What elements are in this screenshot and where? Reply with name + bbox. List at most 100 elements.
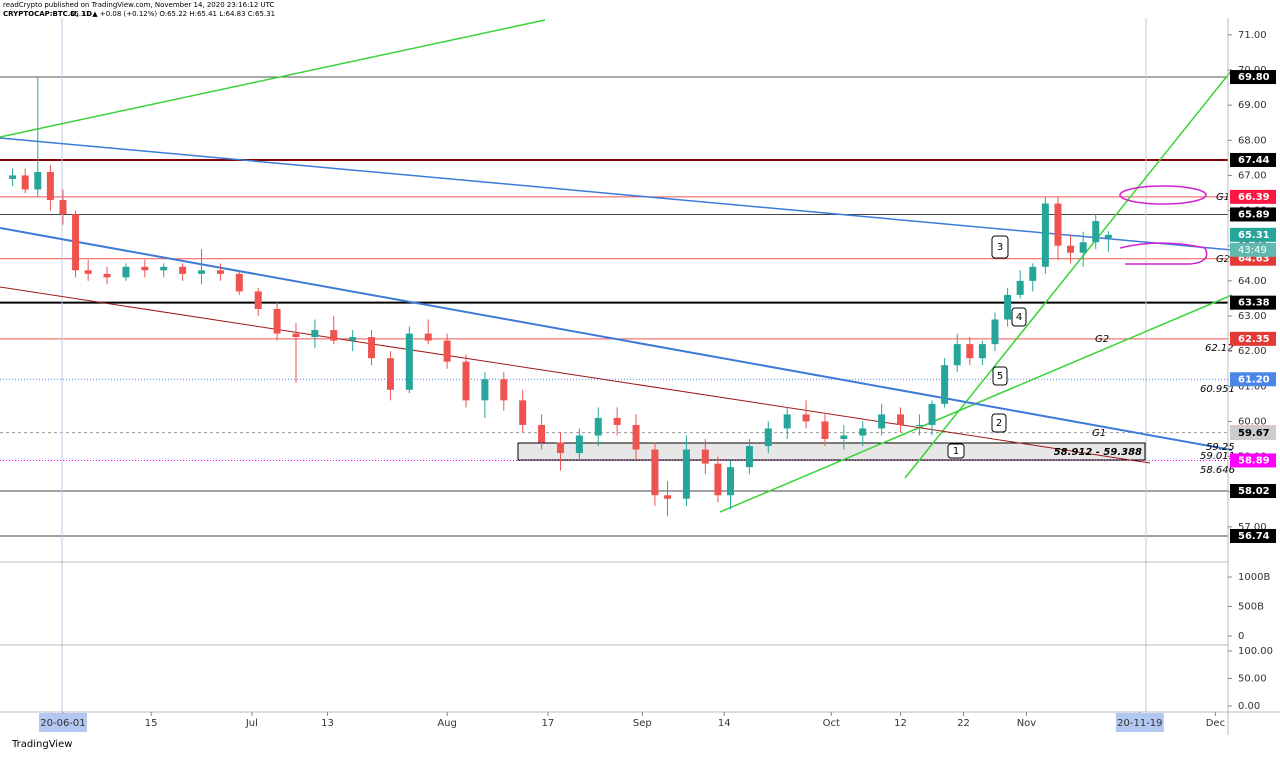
price-label-box [1230, 528, 1276, 543]
price-label-box [1230, 227, 1276, 242]
candle-body [701, 449, 709, 464]
trend-line [0, 227, 1233, 451]
price-label-box [1230, 426, 1276, 441]
x-tick-label: Sep [633, 718, 652, 729]
x-tick-label: 12 [894, 718, 907, 729]
highlight [1119, 242, 1208, 265]
y-tick-label: 63.00 [1238, 311, 1267, 322]
candle-body [745, 446, 753, 468]
candle-body [1016, 280, 1024, 295]
price-label-box [1230, 453, 1276, 468]
candle-body [1004, 294, 1012, 320]
candle-body [556, 442, 564, 454]
price-label-box [1230, 207, 1276, 222]
y-tick-label: 69.00 [1238, 100, 1267, 111]
x-tick-label: 20-06-01 [40, 718, 85, 729]
candle-body [141, 266, 149, 271]
candle-body [821, 421, 829, 440]
y-tick-label: 68.00 [1238, 135, 1267, 146]
wave-box [991, 235, 1009, 259]
candle-body [966, 344, 974, 359]
candle-body [368, 337, 376, 359]
price-label: 61.20 [1238, 374, 1270, 385]
y-tick-label: 64.00 [1238, 276, 1267, 287]
trend-line [0, 286, 1151, 464]
candle-body [21, 175, 29, 190]
annotation: G2 [1216, 254, 1230, 265]
pane-tick-label: 50.00 [1238, 674, 1267, 685]
candle-body [216, 270, 224, 274]
price-label-box [1230, 372, 1276, 387]
candle-body [953, 344, 961, 366]
price-label: 58.02 [1238, 486, 1270, 497]
wave-box [1011, 307, 1027, 327]
candle-body [405, 333, 413, 390]
annotation: 58.646 [1200, 465, 1235, 476]
x-tick-label: 22 [957, 718, 970, 729]
candle-body [682, 449, 690, 499]
y-tick-label: 57.00 [1238, 522, 1267, 533]
x-tick-highlight [1115, 713, 1164, 732]
y-tick-label: 61.00 [1238, 381, 1267, 392]
publisher: readCrypto published on TradingView.com,… [3, 1, 275, 9]
candle-body [859, 428, 867, 436]
drawings [0, 18, 1233, 712]
candle-body [424, 333, 432, 341]
price-label: 67.44 [1238, 155, 1270, 166]
zone-box [517, 442, 1146, 461]
trend-line [0, 137, 1233, 251]
wave-box [947, 443, 965, 459]
price-label-box [1230, 331, 1276, 346]
price-label: 69.80 [1238, 72, 1270, 83]
candle-body [783, 414, 791, 429]
countdown: 43:49 [1238, 245, 1267, 256]
candle-body [462, 361, 470, 401]
pane-tick-label: 0 [1238, 631, 1244, 642]
wave-label: 1 [953, 446, 959, 457]
y-tick-label: 71.00 [1238, 30, 1267, 41]
candle-body [764, 428, 772, 447]
candle-body [1029, 266, 1037, 281]
price-label: 62.35 [1238, 334, 1270, 345]
candle-body [59, 200, 67, 215]
annotation: 59.25 [1206, 442, 1235, 453]
candle-body [1079, 242, 1087, 253]
candle-body [72, 214, 80, 271]
candle-body [991, 319, 999, 345]
trend-line [0, 19, 546, 138]
annotations: G1 G2 G2 62.12 60.951 G1 59.25 59.011 58… [1054, 192, 1235, 476]
wave-label: 5 [997, 371, 1003, 382]
candle-body [594, 417, 602, 436]
waves: 1 2 3 4 5 [947, 235, 1027, 459]
candle-body [1104, 234, 1112, 238]
x-tick-label: Oct [823, 718, 840, 729]
footer-brand: TradingView [11, 739, 72, 750]
price-label-box [1230, 70, 1276, 85]
candle-body [915, 424, 923, 426]
wave-label: 2 [996, 418, 1002, 429]
x-tick-label: 14 [718, 718, 731, 729]
price-label: 63.38 [1238, 298, 1270, 309]
candle-body [978, 344, 986, 359]
candle-body [84, 270, 92, 274]
highlight [1119, 185, 1207, 205]
candle-body [235, 273, 243, 292]
x-tick-label: 15 [145, 718, 158, 729]
candle-body [311, 330, 319, 338]
candle-body [632, 424, 640, 450]
price-label: 66.39 [1238, 192, 1270, 203]
pane-tick-label: 1000B [1238, 572, 1270, 583]
candle-body [330, 330, 338, 341]
candle-body [9, 175, 17, 179]
y-tick-label: 67.00 [1238, 170, 1267, 181]
x-tick-label: 17 [542, 718, 555, 729]
candle-body [878, 414, 886, 429]
y-tick-label: 62.00 [1238, 346, 1267, 357]
x-tick-label: Jul [245, 718, 258, 729]
candle-body [651, 449, 659, 496]
x-tick-label: Dec [1206, 718, 1225, 729]
wave-label: 4 [1016, 312, 1022, 323]
candle-body [519, 400, 527, 425]
